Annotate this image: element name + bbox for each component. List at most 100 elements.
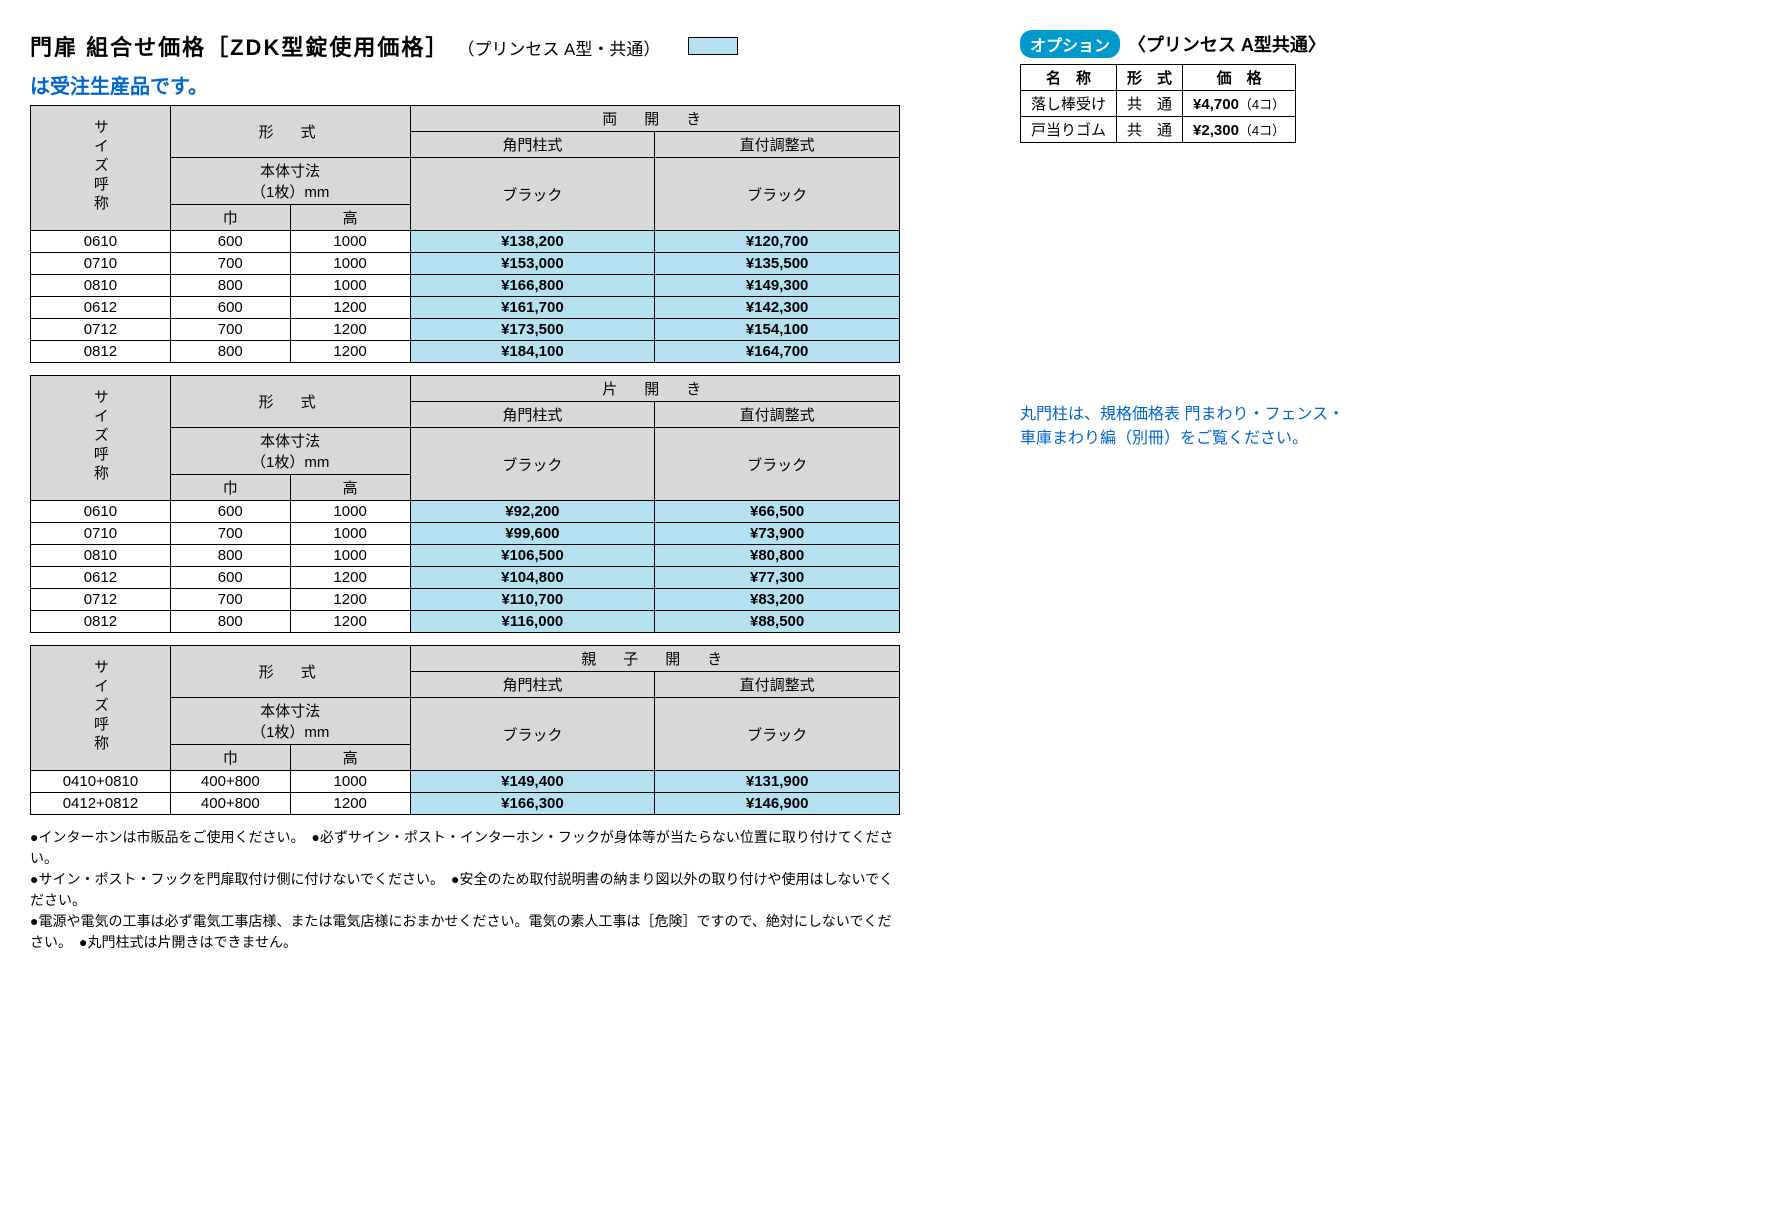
- table-row: 08108001000¥166,800¥149,300: [31, 275, 900, 297]
- size-cell: 0810: [31, 275, 171, 297]
- price-a: ¥110,700: [410, 589, 655, 611]
- width-cell: 600: [170, 567, 290, 589]
- size-cell: 0812: [31, 611, 171, 633]
- footnote-line: インターホンは市販品をご使用ください。 ●必ずサイン・ポスト・インターホン・フッ…: [30, 827, 900, 869]
- width-cell: 800: [170, 275, 290, 297]
- size-cell: 0612: [31, 567, 171, 589]
- height-cell: 1000: [290, 545, 410, 567]
- group-title: 親 子 開 き: [410, 646, 899, 672]
- size-cell: 0612: [31, 297, 171, 319]
- option-row: 落し棒受け共 通¥4,700（4コ）: [1021, 91, 1296, 117]
- size-label: サイズ呼称: [90, 119, 111, 214]
- price-b: ¥154,100: [655, 319, 900, 341]
- height-cell: 1200: [290, 341, 410, 363]
- color-b: ブラック: [655, 698, 900, 771]
- height-cell: 1200: [290, 793, 410, 815]
- option-name: 落し棒受け: [1021, 91, 1117, 117]
- price-a: ¥173,500: [410, 319, 655, 341]
- format-header: 形 式: [170, 376, 410, 428]
- height-cell: 1200: [290, 567, 410, 589]
- width-cell: 600: [170, 231, 290, 253]
- width-cell: 400+800: [170, 793, 290, 815]
- width-header: 巾: [170, 745, 290, 771]
- table-row: 07107001000¥99,600¥73,900: [31, 523, 900, 545]
- size-cell: 0810: [31, 545, 171, 567]
- option-table: 名 称 形 式 価 格 落し棒受け共 通¥4,700（4コ）戸当りゴム共 通¥2…: [1020, 64, 1296, 143]
- price-a: ¥161,700: [410, 297, 655, 319]
- price-a: ¥149,400: [410, 771, 655, 793]
- format-header: 形 式: [170, 646, 410, 698]
- table-row: 07127001200¥110,700¥83,200: [31, 589, 900, 611]
- size-label: サイズ呼称: [90, 389, 111, 484]
- height-cell: 1000: [290, 275, 410, 297]
- price-a: ¥104,800: [410, 567, 655, 589]
- price-b: ¥131,900: [655, 771, 900, 793]
- height-cell: 1000: [290, 523, 410, 545]
- size-cell: 0812: [31, 341, 171, 363]
- body-dim-header: 本体寸法（1枚）mm: [170, 428, 410, 475]
- price-a: ¥116,000: [410, 611, 655, 633]
- price-table-2: サイズ呼称形 式親 子 開 き角門柱式直付調整式本体寸法（1枚）mmブラックブラ…: [30, 645, 900, 815]
- price-a: ¥92,200: [410, 501, 655, 523]
- width-header: 巾: [170, 475, 290, 501]
- table-row: 0412+0812400+8001200¥166,300¥146,900: [31, 793, 900, 815]
- price-b: ¥120,700: [655, 231, 900, 253]
- width-cell: 800: [170, 611, 290, 633]
- height-header: 高: [290, 745, 410, 771]
- page-title-row: 門扉 組合せ価格［ZDK型錠使用価格］ （プリンセス A型・共通） は受注生産品…: [30, 30, 900, 99]
- width-header: 巾: [170, 205, 290, 231]
- table-row: 06106001000¥92,200¥66,500: [31, 501, 900, 523]
- option-format: 共 通: [1117, 91, 1183, 117]
- price-b: ¥142,300: [655, 297, 900, 319]
- height-cell: 1000: [290, 771, 410, 793]
- price-a: ¥166,800: [410, 275, 655, 297]
- option-col-price: 価 格: [1183, 65, 1296, 91]
- price-b: ¥88,500: [655, 611, 900, 633]
- body-dim-header: 本体寸法（1枚）mm: [170, 158, 410, 205]
- price-a: ¥153,000: [410, 253, 655, 275]
- option-name: 戸当りゴム: [1021, 117, 1117, 143]
- height-cell: 1200: [290, 589, 410, 611]
- option-title: 〈プリンセス A型共通〉: [1128, 35, 1326, 55]
- color-a: ブラック: [410, 698, 655, 771]
- price-tables: サイズ呼称形 式両 開 き角門柱式直付調整式本体寸法（1枚）mmブラックブラック…: [30, 105, 900, 815]
- height-cell: 1200: [290, 297, 410, 319]
- title-main: 門扉 組合せ価格［ZDK型錠使用価格］: [30, 30, 449, 62]
- format-header: 形 式: [170, 106, 410, 158]
- maru-note: 丸門柱は、規格価格表 門まわり・フェンス・車庫まわり編（別冊）をご覧ください。: [1020, 403, 1344, 451]
- price-a: ¥106,500: [410, 545, 655, 567]
- width-cell: 700: [170, 253, 290, 275]
- title-sub: （プリンセス A型・共通）: [457, 35, 660, 60]
- height-cell: 1200: [290, 611, 410, 633]
- price-b: ¥73,900: [655, 523, 900, 545]
- price-b: ¥66,500: [655, 501, 900, 523]
- col-b-header: 直付調整式: [655, 132, 900, 158]
- col-b-header: 直付調整式: [655, 402, 900, 428]
- price-b: ¥77,300: [655, 567, 900, 589]
- width-cell: 400+800: [170, 771, 290, 793]
- height-cell: 1000: [290, 253, 410, 275]
- size-cell: 0610: [31, 231, 171, 253]
- price-table-1: サイズ呼称形 式片 開 き角門柱式直付調整式本体寸法（1枚）mmブラックブラック…: [30, 375, 900, 633]
- table-row: 08128001200¥116,000¥88,500: [31, 611, 900, 633]
- height-cell: 1000: [290, 231, 410, 253]
- table-row: 06126001200¥161,700¥142,300: [31, 297, 900, 319]
- width-cell: 700: [170, 589, 290, 611]
- width-cell: 600: [170, 297, 290, 319]
- size-cell: 0610: [31, 501, 171, 523]
- size-cell: 0712: [31, 589, 171, 611]
- price-a: ¥99,600: [410, 523, 655, 545]
- size-cell: 0710: [31, 253, 171, 275]
- footnote-line: サイン・ポスト・フックを門扉取付け側に付けないでください。 ●安全のため取付説明…: [30, 869, 900, 911]
- height-cell: 1000: [290, 501, 410, 523]
- price-a: ¥166,300: [410, 793, 655, 815]
- price-table-0: サイズ呼称形 式両 開 き角門柱式直付調整式本体寸法（1枚）mmブラックブラック…: [30, 105, 900, 363]
- table-row: 06106001000¥138,200¥120,700: [31, 231, 900, 253]
- made-to-order-notice: は受注生産品です。: [30, 70, 208, 99]
- option-price: ¥2,300（4コ）: [1183, 117, 1296, 143]
- option-heading: オプション 〈プリンセス A型共通〉: [1020, 30, 1344, 58]
- price-a: ¥184,100: [410, 341, 655, 363]
- color-b: ブラック: [655, 158, 900, 231]
- col-b-header: 直付調整式: [655, 672, 900, 698]
- col-a-header: 角門柱式: [410, 402, 655, 428]
